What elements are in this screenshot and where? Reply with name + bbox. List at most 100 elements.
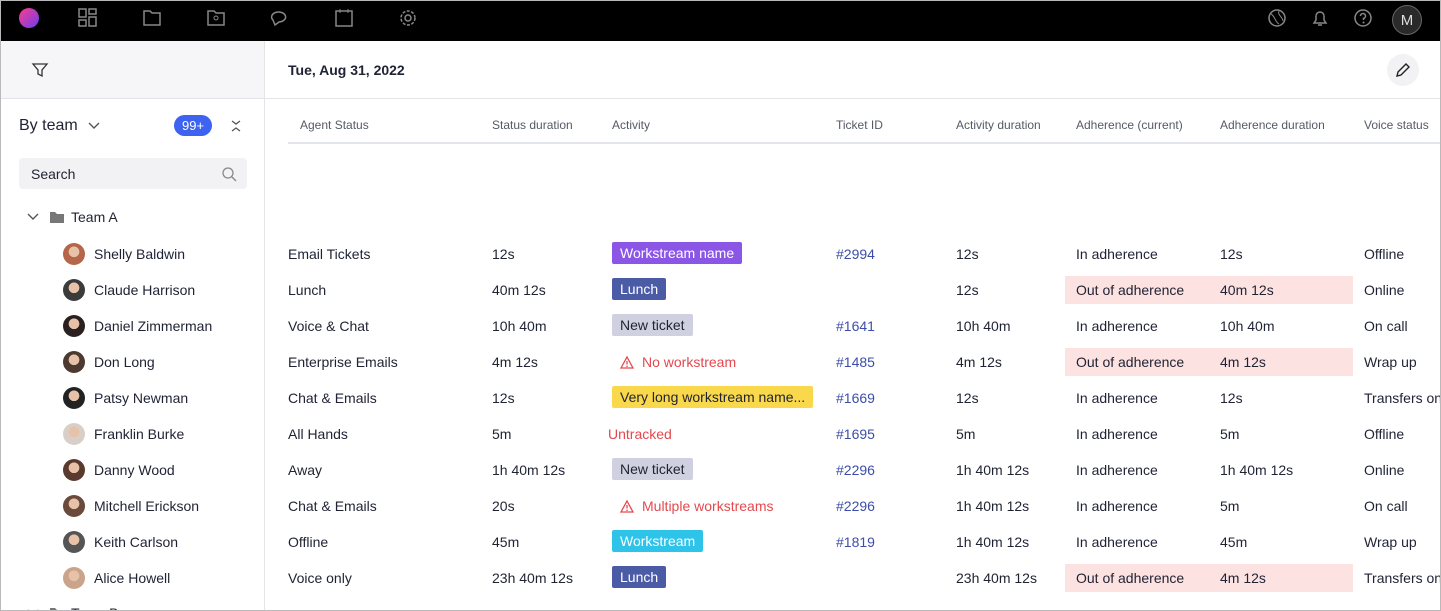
adherence-duration: 5m	[1220, 426, 1240, 442]
agent-row[interactable]: Franklin Burke	[63, 423, 184, 445]
status-duration: 5m	[492, 426, 512, 442]
activity-warning-text: No workstream	[642, 354, 737, 370]
settings-icon[interactable]	[398, 8, 418, 28]
voice-status: Wrap up	[1364, 354, 1417, 370]
activity-warning-text: Multiple workstreams	[642, 498, 774, 514]
agent-name: Alice Howell	[94, 570, 171, 586]
chevron	[27, 213, 39, 220]
status-duration: 10h 40m	[492, 318, 547, 334]
folder-icon[interactable]	[142, 8, 162, 28]
agent-name: Don Long	[94, 354, 155, 370]
adherence: Out of adherence	[1065, 564, 1209, 592]
status-duration: 12s	[492, 246, 515, 262]
contacts-icon[interactable]	[206, 8, 226, 28]
voice-status: Wrap up	[1364, 534, 1417, 550]
activity-badge: New ticket	[612, 458, 693, 480]
adherence-duration: 10h 40m	[1220, 318, 1275, 334]
status-duration: 40m 12s	[492, 282, 546, 298]
activity-duration: 23h 40m 12s	[956, 570, 1037, 586]
ticket-link[interactable]: #1819	[836, 534, 875, 550]
chat-icon[interactable]	[269, 8, 291, 28]
activity-duration: 1h 40m 12s	[956, 534, 1030, 550]
column-header: Ticket ID	[836, 118, 883, 132]
voice-status: Online	[1364, 462, 1405, 478]
agent-avatar	[63, 315, 85, 337]
group-by-label: By team	[19, 117, 78, 134]
edit-button[interactable]	[1387, 54, 1419, 86]
agent-avatar	[63, 531, 85, 553]
column-header: Activity duration	[956, 118, 1041, 132]
adherence-duration: 1h 40m 12s	[1220, 462, 1294, 478]
adherence-duration: 12s	[1220, 246, 1243, 262]
activity-badge: Workstream name	[612, 242, 743, 264]
agent-name: Patsy Newman	[94, 390, 189, 406]
logo[interactable]	[16, 5, 42, 31]
voice-status: On call	[1364, 318, 1408, 334]
dashboard-icon[interactable]	[78, 8, 98, 28]
notifications-icon[interactable]	[1310, 8, 1330, 28]
search-box[interactable]: Search	[19, 158, 247, 189]
sidebar-header	[1, 41, 264, 99]
agent-avatar	[63, 423, 85, 445]
agent-status: Enterprise Emails	[288, 354, 398, 370]
activity-duration: 12s	[956, 246, 979, 262]
ticket-link[interactable]: #1485	[836, 354, 875, 370]
team-name: Team A	[71, 209, 118, 225]
activity-text: Untracked	[608, 426, 672, 442]
ticket-link[interactable]: #2994	[836, 246, 875, 262]
activity-duration: 4m 12s	[956, 354, 1002, 370]
agent-name: Keith Carlson	[94, 534, 179, 550]
ticket-link[interactable]: #1695	[836, 426, 875, 442]
ticket-link[interactable]: #1641	[836, 318, 875, 334]
ticket-link[interactable]: #2296	[836, 498, 875, 514]
help-icon[interactable]	[1353, 8, 1373, 28]
activity-duration: 10h 40m	[956, 318, 1011, 334]
search-icon	[222, 167, 237, 182]
agent-row[interactable]: Daniel Zimmerman	[63, 315, 212, 337]
folder-icon	[50, 607, 64, 610]
activity-badge: Very long workstream name...	[612, 386, 814, 408]
agent-row[interactable]: Mitchell Erickson	[63, 495, 199, 517]
adherence: In adherence	[1076, 318, 1158, 334]
top-bar: M	[1, 1, 1440, 41]
filter-icon[interactable]	[31, 61, 49, 79]
agent-row[interactable]: Danny Wood	[63, 459, 175, 481]
agent-avatar	[63, 567, 85, 589]
activity-badge: Lunch	[612, 278, 667, 300]
voice-status: Online	[1364, 282, 1405, 298]
adherence-duration: 45m	[1220, 534, 1248, 550]
activity-badge: New ticket	[612, 314, 693, 336]
activity-duration: 1h 40m 12s	[956, 462, 1030, 478]
user-avatar[interactable]: M	[1392, 5, 1422, 35]
ticket-link[interactable]: #2296	[836, 462, 875, 478]
agent-avatar	[63, 387, 85, 409]
agent-name: Daniel Zimmerman	[94, 318, 213, 334]
globe-icon[interactable]	[1267, 8, 1287, 28]
agent-row[interactable]: Alice Howell	[63, 567, 170, 589]
activity-duration: 12s	[956, 282, 979, 298]
agent-row[interactable]: Claude Harrison	[63, 279, 195, 301]
team-row[interactable]: Team A	[27, 209, 118, 225]
collapse-icon[interactable]	[230, 119, 242, 133]
date-label: Tue, Aug 31, 2022	[288, 62, 405, 78]
column-header: Agent Status	[300, 118, 369, 132]
agent-row[interactable]: Keith Carlson	[63, 531, 178, 553]
agent-status: All Hands	[288, 426, 348, 442]
agent-row[interactable]: Don Long	[63, 351, 155, 373]
adherence: In adherence	[1076, 246, 1158, 262]
team-row[interactable]: Team B	[27, 605, 118, 610]
adherence: Out of adherence	[1065, 348, 1209, 376]
warning-icon	[620, 499, 634, 513]
status-duration: 12s	[492, 390, 515, 406]
agent-row[interactable]: Patsy Newman	[63, 387, 188, 409]
status-duration: 4m 12s	[492, 354, 538, 370]
agent-status: Away	[288, 462, 322, 478]
agent-row[interactable]: Shelly Baldwin	[63, 243, 185, 265]
calendar-icon[interactable]	[334, 8, 354, 28]
agent-avatar	[63, 279, 85, 301]
voice-status: On call	[1364, 498, 1408, 514]
sidebar: By team 99+ Search Team A Shelly Baldwin C…	[1, 41, 265, 610]
ticket-link[interactable]: #1669	[836, 390, 875, 406]
group-by-dropdown[interactable]: By team	[19, 117, 100, 135]
